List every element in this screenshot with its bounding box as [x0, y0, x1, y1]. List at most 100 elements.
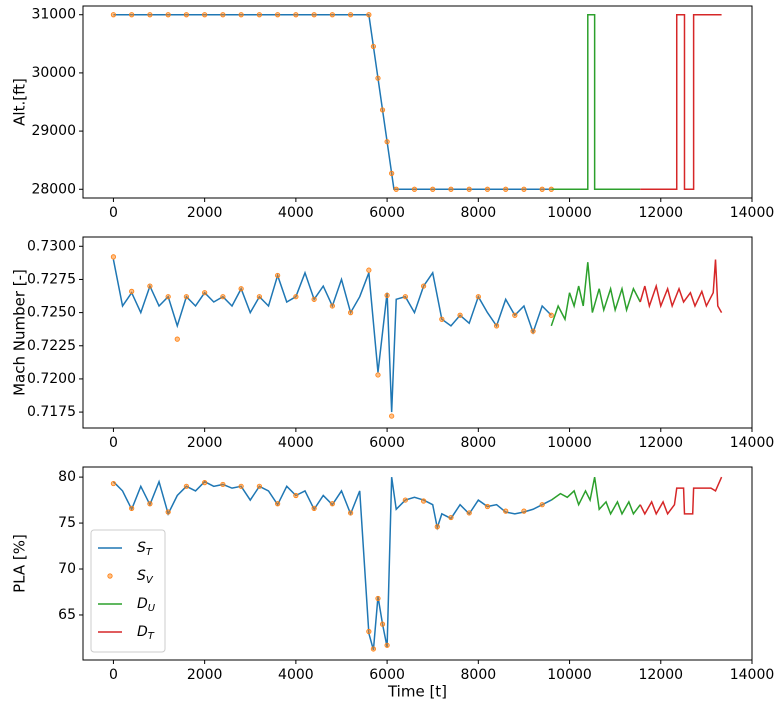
data-marker — [329, 303, 335, 309]
y-tick-label: 31000 — [31, 7, 76, 23]
data-marker — [147, 12, 153, 18]
data-marker — [256, 12, 262, 18]
x-tick-label: 2000 — [187, 435, 223, 451]
data-marker — [329, 12, 335, 18]
data-marker — [411, 186, 418, 192]
y-tick-label: 70 — [58, 561, 76, 577]
x-tick-label: 4000 — [278, 667, 314, 683]
x-tick-label: 0 — [109, 205, 118, 221]
data-marker — [238, 483, 244, 489]
data-marker — [539, 186, 545, 192]
data-marker — [129, 12, 135, 18]
plot-frame — [82, 5, 753, 199]
data-marker — [475, 294, 481, 300]
plot-frame — [82, 236, 753, 429]
data-marker — [220, 12, 226, 18]
data-marker — [147, 283, 153, 289]
data-marker — [129, 505, 135, 511]
data-marker — [275, 272, 281, 279]
data-marker — [293, 12, 299, 18]
data-marker — [275, 12, 281, 18]
data-marker — [256, 294, 262, 300]
x-tick-label: 6000 — [369, 205, 405, 221]
data-marker — [466, 186, 472, 192]
y-tick-label: 30000 — [31, 65, 76, 81]
y-tick-label: 75 — [58, 515, 76, 531]
data-marker — [457, 312, 463, 318]
y-tick-label: 28000 — [31, 181, 76, 197]
data-marker — [275, 501, 281, 507]
data-line — [639, 476, 723, 516]
data-line — [639, 259, 723, 313]
y-tick-label: 0.7275 — [27, 271, 76, 287]
data-marker — [366, 267, 372, 273]
y-tick-label: 65 — [58, 607, 76, 623]
data-marker — [379, 107, 386, 113]
data-line — [640, 13, 722, 191]
data-marker — [238, 286, 244, 292]
y-tick-label: 0.7175 — [27, 404, 76, 420]
data-line — [550, 262, 641, 327]
data-marker — [384, 642, 390, 648]
x-tick-label: 2000 — [187, 205, 223, 221]
data-marker — [420, 283, 427, 289]
data-marker — [293, 294, 299, 300]
x-tick-label: 2000 — [187, 667, 223, 683]
data-marker — [366, 12, 372, 18]
data-marker — [389, 170, 395, 176]
y-tick-label: 0.7300 — [27, 238, 76, 254]
data-marker — [293, 492, 299, 499]
data-marker — [220, 481, 226, 488]
data-marker — [512, 312, 518, 318]
data-marker — [384, 139, 390, 145]
data-marker — [448, 186, 454, 192]
data-marker — [183, 294, 190, 300]
data-marker — [521, 186, 527, 192]
data-marker — [484, 503, 491, 510]
x-tick-label: 8000 — [461, 205, 497, 221]
x-tick-label: 10000 — [547, 205, 592, 221]
data-marker — [348, 12, 354, 18]
legend-frame — [90, 529, 166, 653]
data-marker — [311, 505, 317, 511]
x-tick-label: 12000 — [639, 435, 684, 451]
data-marker — [348, 310, 354, 316]
data-marker — [375, 595, 381, 602]
data-marker — [165, 509, 171, 515]
data-marker — [183, 483, 190, 489]
x-tick-label: 0 — [109, 435, 118, 451]
data-marker — [539, 502, 545, 508]
x-axis-label: Time [t] — [387, 683, 447, 701]
data-marker — [402, 294, 408, 300]
x-tick-label: 14000 — [730, 667, 775, 683]
y-tick-label: 0.7250 — [27, 305, 76, 321]
data-marker — [393, 186, 399, 192]
data-marker — [311, 12, 317, 18]
data-marker — [466, 510, 472, 516]
legend-label: DU — [137, 596, 156, 614]
data-marker — [379, 621, 386, 627]
x-tick-label: 6000 — [369, 435, 405, 451]
data-marker — [493, 323, 500, 329]
data-marker — [375, 372, 381, 378]
x-tick-label: 14000 — [730, 205, 775, 221]
y-tick-label: 0.7200 — [27, 371, 76, 387]
data-marker — [530, 328, 536, 334]
y-axis-label: Mach Number [-] — [11, 269, 29, 396]
data-marker — [384, 292, 390, 298]
data-marker — [165, 12, 171, 18]
data-marker — [503, 186, 509, 192]
data-marker — [448, 514, 454, 521]
x-tick-label: 10000 — [547, 667, 592, 683]
data-marker — [311, 296, 317, 302]
plot-frame — [82, 466, 753, 661]
data-marker — [430, 186, 436, 192]
y-tick-label: 80 — [58, 469, 76, 485]
data-marker — [370, 646, 377, 652]
data-marker — [329, 501, 335, 507]
data-marker — [439, 316, 445, 322]
legend-label: ST — [137, 540, 153, 558]
data-marker — [110, 254, 117, 260]
data-marker — [183, 12, 190, 18]
y-axis-label: Alt.[ft] — [11, 78, 29, 126]
